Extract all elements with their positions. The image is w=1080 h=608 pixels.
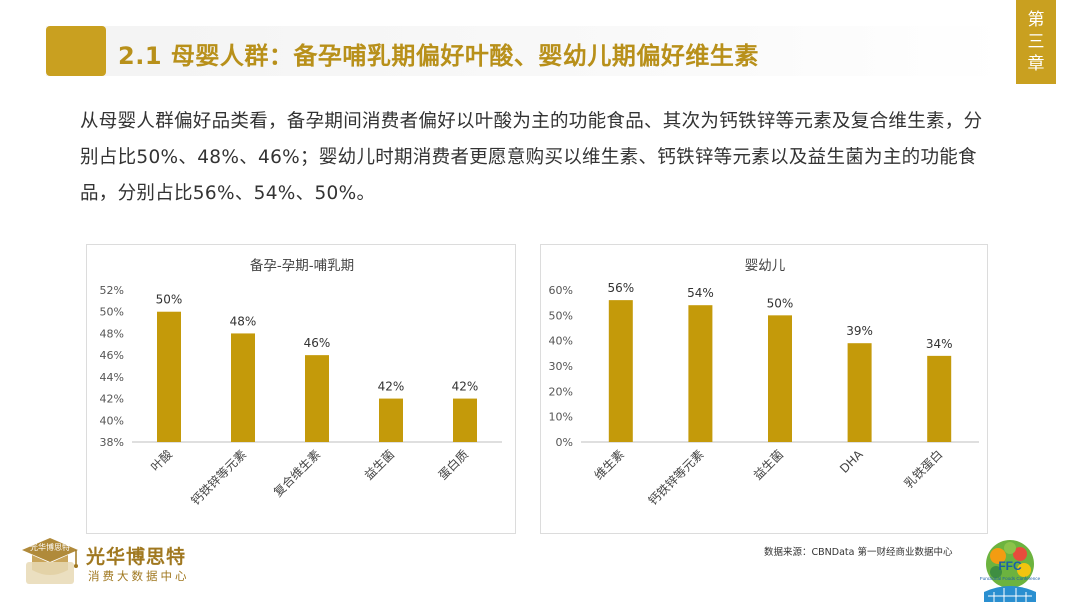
title-bar: 2.1 母婴人群：备孕哺乳期偏好叶酸、婴幼儿期偏好维生素 [46,26,1006,76]
bar [305,355,329,442]
x-tick-label: 钙铁锌等元素 [646,447,707,508]
bar [379,398,403,442]
cap-text: 光华博思特 [30,542,70,552]
title-accent-block [46,26,106,76]
y-tick-label: 38% [100,436,124,449]
ffc-logo: FFC Functional Foods Conference [974,536,1046,606]
data-label: 54% [687,286,714,300]
data-label: 48% [230,314,257,328]
chart-infant: 婴幼儿 0% 10% 20% 30% 40% 50% 60% 56% 维生素 54% 钙铁锌等元素 50… [549,258,979,508]
chapter-char-3: 章 [1027,54,1045,74]
data-label: 50% [156,293,183,307]
data-label: 50% [767,296,794,310]
y-tick-label: 50% [100,306,124,319]
x-tick-label: 益生菌 [362,447,397,482]
chart-title: 婴幼儿 [745,258,786,274]
y-tick-label: 52% [100,284,124,297]
bar [927,355,952,442]
x-tick-label: 复合维生素 [270,447,323,500]
data-label: 42% [378,380,405,394]
y-tick-label: 46% [100,349,124,362]
bar [688,305,713,442]
y-tick-label: 44% [100,371,124,384]
chapter-tab: 第 三 章 [1016,0,1056,84]
bar [847,343,872,442]
data-source: 数据来源：CBNData 第一财经商业数据中心 [764,547,953,558]
brand-name: 光华博思特 [86,546,187,568]
chart-panel-pregnancy: 备孕-孕期-哺乳期 38% 40% 42% 44% 46% 48% 50% 52% 50% 叶酸 48… [86,244,516,534]
chart-pregnancy: 备孕-孕期-哺乳期 38% 40% 42% 44% 46% 48% 50% 52% 50% 叶酸 48… [100,257,502,508]
y-tick-label: 60% [549,284,573,297]
ffc-text: FFC [998,559,1022,573]
data-label: 46% [304,336,331,350]
data-label: 39% [846,324,873,338]
x-tick-label: 蛋白质 [435,447,471,483]
ffc-tree-icon: FFC Functional Foods Conference [980,540,1041,602]
y-tick-label: 40% [100,414,124,427]
intro-paragraph: 从母婴人群偏好品类看，备孕期间消费者偏好以叶酸为主的功能食品、其次为钙铁锌等元素… [80,111,983,204]
bar [608,300,633,442]
x-tick-label: 益生菌 [751,447,786,482]
x-tick-label: 钙铁锌等元素 [188,447,249,508]
x-tick-label: 乳铁蛋白 [901,447,946,492]
y-tick-label: 50% [549,309,573,322]
x-tick-label: 维生素 [592,447,627,482]
data-label: 34% [926,337,953,351]
y-tick-label: 20% [549,385,573,398]
chapter-char-1: 第 [1027,10,1045,30]
y-tick-label: 10% [549,411,573,424]
y-tick-label: 42% [100,393,124,406]
chart-title: 备孕-孕期-哺乳期 [250,257,354,274]
brand-logo: 光华博思特 光华博思特 消费大数据中心 [18,536,218,596]
bar [157,311,181,442]
bar [231,333,255,442]
bar [768,315,792,442]
page-title: 2.1 母婴人群：备孕哺乳期偏好叶酸、婴幼儿期偏好维生素 [118,42,759,70]
ffc-subtitle: Functional Foods Conference [980,576,1041,581]
brand-subtitle: 消费大数据中心 [88,569,190,583]
x-tick-label: DHA [837,447,866,476]
y-tick-label: 0% [556,436,573,449]
graduation-cap-icon: 光华博思特 [22,538,78,584]
data-label: 56% [607,281,634,295]
bar [453,398,477,442]
y-tick-label: 30% [549,360,573,373]
chapter-char-2: 三 [1027,32,1045,52]
y-tick-label: 40% [549,335,573,348]
data-label: 42% [452,380,479,394]
chart-panel-infant: 婴幼儿 0% 10% 20% 30% 40% 50% 60% 56% 维生素 54% 钙铁锌等元素 50… [540,244,988,534]
x-tick-label: 叶酸 [148,447,176,475]
y-tick-label: 48% [100,327,124,340]
